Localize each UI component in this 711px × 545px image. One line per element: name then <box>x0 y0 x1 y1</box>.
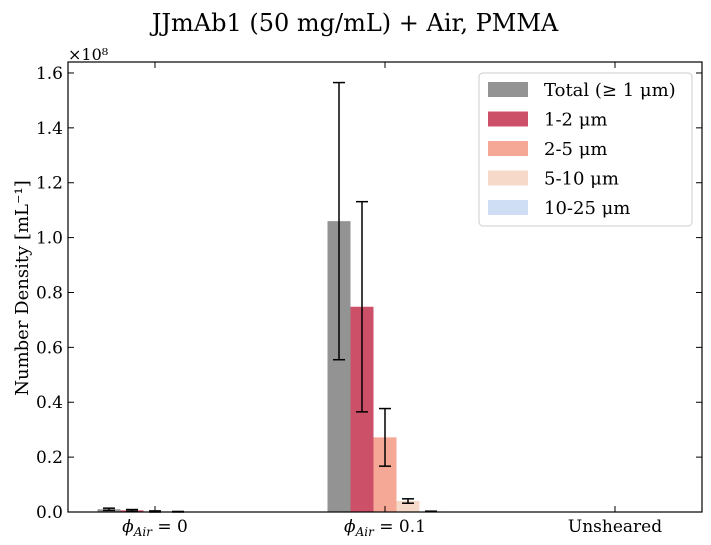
error-bar-4-2 <box>402 498 414 504</box>
y-tick-label: 0.8 <box>36 283 63 303</box>
error-bars <box>103 81 437 513</box>
chart-title: JJmAb1 (50 mg/mL) + Air, PMMA <box>149 9 559 37</box>
x-tick-label: ϕAir = 0 <box>122 517 188 539</box>
y-tick-label: 0.6 <box>36 338 63 358</box>
legend-item-1: Total (≥ 1 μm) <box>488 80 676 101</box>
bar-1-2 <box>327 221 351 512</box>
legend-label: 10-25 μm <box>544 198 630 219</box>
legend-label: Total (≥ 1 μm) <box>544 80 676 101</box>
y-tick-label: 0.2 <box>36 448 63 468</box>
error-bar-3-2 <box>379 407 391 467</box>
legend-item-3: 2-5 μm <box>488 139 607 160</box>
legend-swatch <box>488 141 528 156</box>
error-bar-2-1 <box>126 508 138 512</box>
axes: 0.0 0.2 0.4 0.6 0.8 1.0 1.2 1.4 1.6 ϕAir = 0 ϕAir … <box>36 61 703 539</box>
legend-label: 2-5 μm <box>544 139 607 160</box>
y-tick-label: 0.4 <box>36 393 63 413</box>
x-tick-label: ϕAir = 0.1 <box>344 517 426 539</box>
y-tick-label: 1.6 <box>36 64 63 84</box>
y-tick-label: 1.0 <box>36 229 63 249</box>
error-bar-2-2 <box>356 200 368 413</box>
error-bar-1-2 <box>333 81 345 361</box>
y-tick-label: 0.0 <box>36 503 63 523</box>
legend-label: 5-10 μm <box>544 169 619 190</box>
legend-swatch <box>488 200 528 215</box>
x-tick-label: Unsheared <box>568 517 662 537</box>
bar-3-2 <box>373 437 397 512</box>
error-bar-1-1 <box>103 507 115 512</box>
y-axis-label: Number Density [mL⁻¹] <box>12 180 33 396</box>
legend-label: 1-2 μm <box>544 110 607 131</box>
legend-swatch <box>488 170 528 186</box>
legend-box <box>478 72 693 227</box>
legend-item-5: 10-25 μm <box>488 198 630 219</box>
legend: Total (≥ 1 μm) 1-2 μm 2-5 μm 5-10 μm 10-25 μ… <box>478 72 693 227</box>
y-tick-label: 1.4 <box>36 119 63 139</box>
legend-item-2: 1-2 μm <box>488 110 607 131</box>
legend-item-4: 5-10 μm <box>488 169 619 190</box>
legend-swatch <box>488 111 528 127</box>
bars <box>97 221 443 512</box>
y-tick-label: 1.2 <box>36 174 63 194</box>
legend-swatch <box>488 82 528 97</box>
y-multiplier: ×10⁸ <box>68 45 108 64</box>
bar-4-2 <box>396 501 420 512</box>
